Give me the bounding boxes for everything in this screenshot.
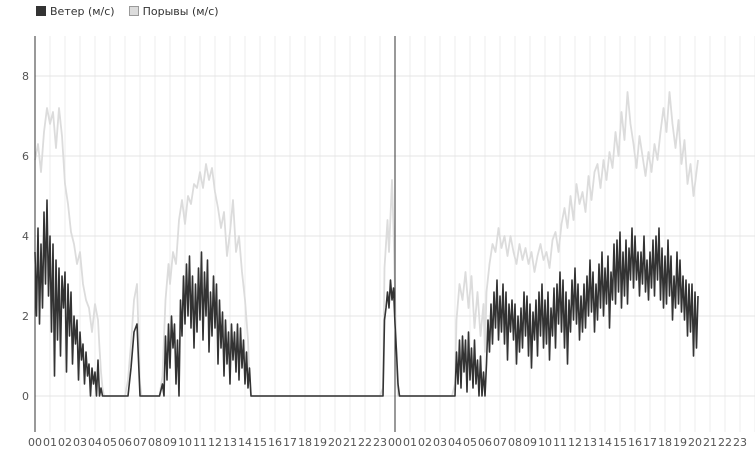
x-tick-label: 04 [448, 436, 462, 449]
x-tick-label: 09 [523, 436, 537, 449]
x-tick-label: 23 [373, 436, 387, 449]
x-tick-label: 02 [418, 436, 432, 449]
x-tick-label: 16 [628, 436, 642, 449]
legend-item-gust[interactable]: Порывы (м/с) [128, 4, 219, 18]
x-tick-label: 22 [718, 436, 732, 449]
y-tick-label: 4 [22, 230, 29, 243]
x-tick-label: 22 [358, 436, 372, 449]
x-tick-label: 15 [253, 436, 267, 449]
x-tick-label: 19 [673, 436, 687, 449]
x-tick-label: 08 [148, 436, 162, 449]
y-tick-label: 0 [22, 390, 29, 403]
x-tick-label: 09 [163, 436, 177, 449]
x-tick-label: 00 [388, 436, 402, 449]
x-tick-label: 12 [208, 436, 222, 449]
y-tick-label: 8 [22, 70, 29, 83]
x-tick-label: 13 [583, 436, 597, 449]
x-tick-label: 03 [73, 436, 87, 449]
x-tick-label: 03 [433, 436, 447, 449]
x-tick-label: 16 [268, 436, 282, 449]
x-tick-label: 02 [58, 436, 72, 449]
x-tick-label: 13 [223, 436, 237, 449]
x-tick-label: 05 [463, 436, 477, 449]
x-tick-label: 17 [643, 436, 657, 449]
x-tick-label: 00 [28, 436, 42, 449]
x-tick-label: 05 [103, 436, 117, 449]
x-tick-label: 15 [613, 436, 627, 449]
legend-swatch-gust [128, 6, 139, 16]
x-tick-label: 14 [598, 436, 612, 449]
series-line-wind [34, 199, 699, 397]
x-tick-label: 18 [298, 436, 312, 449]
x-tick-label: 20 [688, 436, 702, 449]
legend-label-wind: Ветер (м/с) [50, 4, 115, 18]
x-tick-label: 21 [703, 436, 717, 449]
x-tick-label: 07 [133, 436, 147, 449]
x-tick-label: 17 [283, 436, 297, 449]
x-tick-label: 11 [553, 436, 567, 449]
x-tick-label: 23 [733, 436, 747, 449]
x-tick-label: 06 [478, 436, 492, 449]
x-tick-label: 18 [658, 436, 672, 449]
y-tick-label: 6 [22, 150, 29, 163]
x-tick-label: 08 [508, 436, 522, 449]
x-tick-label: 10 [178, 436, 192, 449]
grid [34, 36, 755, 432]
x-tick-label: 20 [328, 436, 342, 449]
series-line-gust [34, 91, 699, 397]
x-tick-label: 07 [493, 436, 507, 449]
legend-item-wind[interactable]: Ветер (м/с) [36, 5, 115, 18]
x-tick-label: 06 [118, 436, 132, 449]
x-tick-label: 11 [193, 436, 207, 449]
x-tick-label: 01 [403, 436, 417, 449]
legend-label-gust: Порывы (м/с) [142, 4, 219, 18]
x-tick-label: 10 [538, 436, 552, 449]
x-tick-label: 14 [238, 436, 252, 449]
x-tick-label: 04 [88, 436, 102, 449]
legend: Ветер (м/с) Порывы (м/с) [36, 3, 233, 19]
x-tick-label: 19 [313, 436, 327, 449]
x-tick-label: 21 [343, 436, 357, 449]
x-tick-label: 01 [43, 436, 57, 449]
series-group [34, 91, 699, 397]
y-tick-label: 2 [22, 310, 29, 323]
x-tick-label: 12 [568, 436, 582, 449]
legend-swatch-wind [36, 6, 46, 16]
